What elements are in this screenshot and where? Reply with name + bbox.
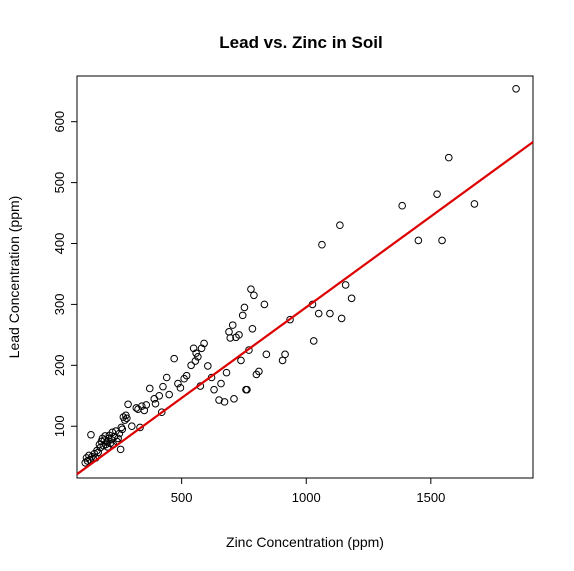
data-point <box>200 339 208 348</box>
data-point <box>94 448 102 457</box>
x-axis: 500 1000 1500 <box>171 478 445 505</box>
regression-line-group <box>76 141 534 476</box>
data-point <box>326 309 334 318</box>
data-point <box>238 311 247 320</box>
data-point <box>157 408 166 417</box>
data-point <box>155 391 164 400</box>
y-tick-label: 300 <box>52 294 67 316</box>
data-point <box>336 221 344 230</box>
data-point <box>309 337 318 345</box>
y-tick-label: 600 <box>52 111 67 133</box>
data-point <box>191 357 200 365</box>
data-point <box>123 414 131 423</box>
data-point <box>337 314 346 323</box>
data-points <box>81 84 520 467</box>
data-point <box>103 438 111 446</box>
data-point <box>255 367 263 376</box>
data-point <box>341 281 350 289</box>
data-point <box>210 385 218 394</box>
data-point <box>170 354 178 363</box>
data-point <box>250 291 258 300</box>
data-point <box>187 361 195 370</box>
data-point <box>414 236 423 245</box>
data-point <box>240 303 249 312</box>
data-point <box>217 379 225 388</box>
data-point <box>260 300 269 309</box>
x-tick-label: 500 <box>171 490 193 505</box>
data-point <box>108 428 117 437</box>
y-tick-label: 400 <box>52 233 67 255</box>
data-point <box>114 434 122 443</box>
data-point <box>262 350 271 359</box>
data-point <box>470 200 479 208</box>
data-point <box>159 382 167 391</box>
data-point <box>165 390 173 399</box>
y-tick-label: 500 <box>52 172 67 194</box>
data-point <box>215 396 223 404</box>
data-point <box>87 430 95 439</box>
data-point <box>281 350 289 359</box>
data-point <box>222 368 231 377</box>
data-point <box>137 402 146 410</box>
data-point <box>132 404 141 412</box>
data-point <box>136 423 144 432</box>
data-point <box>118 425 127 434</box>
data-point <box>162 373 171 382</box>
data-point <box>122 411 130 420</box>
data-point <box>128 422 136 431</box>
data-point <box>182 371 191 380</box>
data-point <box>121 416 129 424</box>
data-point <box>176 384 185 392</box>
data-point <box>347 294 356 303</box>
data-point <box>226 334 235 342</box>
data-point <box>247 285 255 293</box>
y-axis-label: Lead Concentration (ppm) <box>6 196 22 359</box>
y-tick-label: 200 <box>52 354 67 376</box>
x-tick-label: 1500 <box>416 490 445 505</box>
y-axis: 100 200 300 400 500 600 <box>52 111 77 437</box>
data-point <box>398 201 406 210</box>
data-point <box>117 423 126 432</box>
data-point <box>142 401 151 409</box>
data-point <box>204 362 212 370</box>
data-point <box>124 400 132 409</box>
data-point <box>248 324 257 333</box>
data-point <box>243 385 251 394</box>
plot-frame <box>76 75 534 479</box>
regression-line <box>76 141 534 476</box>
data-point <box>433 190 441 198</box>
data-point <box>194 352 202 361</box>
data-point <box>318 240 326 249</box>
data-point <box>286 315 294 324</box>
data-point <box>314 309 323 318</box>
data-point <box>438 236 446 245</box>
y-tick-label: 100 <box>52 415 67 437</box>
chart-title: Lead vs. Zinc in Soil <box>219 33 382 52</box>
data-point <box>237 356 245 365</box>
data-point <box>116 445 125 454</box>
data-point <box>140 406 149 415</box>
data-point <box>225 328 233 336</box>
data-point <box>444 153 453 162</box>
data-point <box>192 349 200 357</box>
data-point <box>230 395 238 403</box>
data-point <box>220 398 229 406</box>
data-point <box>145 384 154 393</box>
data-point <box>235 331 243 339</box>
x-tick-label: 1000 <box>292 490 321 505</box>
data-point <box>151 399 160 408</box>
data-point <box>228 321 237 329</box>
x-axis-label: Zinc Concentration (ppm) <box>226 534 384 550</box>
data-point <box>174 379 182 388</box>
data-point <box>512 84 520 93</box>
